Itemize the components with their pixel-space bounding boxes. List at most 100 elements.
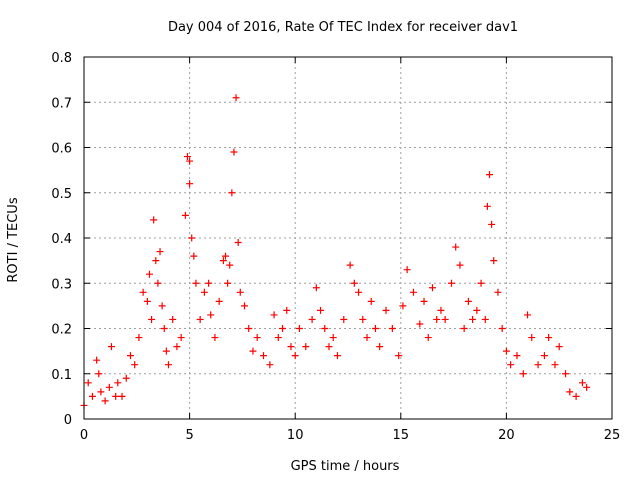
data-point xyxy=(131,361,139,369)
data-point xyxy=(399,302,407,310)
data-point xyxy=(325,343,333,351)
x-axis: 0 5 10 15 20 25 xyxy=(80,57,620,443)
data-point xyxy=(488,220,496,228)
data-point xyxy=(173,343,181,351)
y-axis-label: ROTI / TECUs xyxy=(6,197,21,282)
data-point xyxy=(367,297,375,305)
data-point xyxy=(152,257,160,265)
data-point xyxy=(346,261,354,269)
y-tick-label: 0.6 xyxy=(51,142,72,157)
data-point xyxy=(241,302,249,310)
data-point xyxy=(498,325,506,332)
data-point xyxy=(219,257,227,265)
data-point xyxy=(295,325,303,332)
data-point xyxy=(101,397,109,405)
data-point xyxy=(302,343,310,351)
data-point xyxy=(150,216,158,224)
data-point xyxy=(519,370,527,378)
data-point xyxy=(317,306,325,314)
data-point xyxy=(291,352,299,360)
data-point xyxy=(333,352,341,360)
data-point xyxy=(483,202,491,210)
x-tick-label: 15 xyxy=(393,428,410,443)
data-point xyxy=(562,370,570,378)
data-point xyxy=(545,334,553,342)
data-point xyxy=(502,347,510,355)
data-point xyxy=(473,306,481,314)
data-point xyxy=(118,392,126,400)
data-point xyxy=(388,325,396,332)
data-point xyxy=(403,266,411,274)
data-point xyxy=(494,288,502,296)
data-point xyxy=(583,383,591,391)
y-tick-label: 0.1 xyxy=(51,368,72,383)
data-point xyxy=(481,315,489,323)
y-axis: 0 0.1 0.2 0.3 0.4 0.5 0.6 0.7 0.8 xyxy=(51,51,612,428)
data-point xyxy=(122,374,130,382)
data-point xyxy=(105,383,113,391)
data-point xyxy=(188,234,196,242)
data-point xyxy=(376,343,384,351)
y-tick-label: 0 xyxy=(64,413,72,428)
data-point xyxy=(253,334,261,342)
data-point xyxy=(169,315,177,323)
data-point xyxy=(382,306,390,314)
data-point xyxy=(93,356,101,364)
data-point xyxy=(135,334,143,342)
data-point xyxy=(234,239,242,247)
data-point xyxy=(270,311,278,319)
data-point xyxy=(350,279,358,287)
data-point xyxy=(260,352,268,360)
chart-title: Day 004 of 2016, Rate Of TEC Index for r… xyxy=(168,20,518,35)
data-point xyxy=(572,392,580,400)
x-tick-label: 0 xyxy=(80,428,88,443)
grid xyxy=(84,57,612,419)
x-tick-label: 10 xyxy=(287,428,304,443)
y-tick-label: 0.2 xyxy=(51,323,72,338)
data-point xyxy=(95,370,103,378)
data-point xyxy=(540,352,548,360)
data-point xyxy=(279,325,287,332)
x-axis-label: GPS time / hours xyxy=(291,459,400,474)
y-tick-label: 0.4 xyxy=(51,232,72,247)
data-point xyxy=(321,325,329,332)
data-point xyxy=(107,343,115,351)
data-point xyxy=(200,288,208,296)
data-point xyxy=(160,325,168,332)
data-point xyxy=(486,171,494,179)
data-point xyxy=(416,320,424,328)
data-point xyxy=(186,157,194,165)
data-point xyxy=(308,315,316,323)
data-point xyxy=(162,347,170,355)
data-point xyxy=(513,352,521,360)
data-point xyxy=(177,334,185,342)
data-point xyxy=(534,361,542,369)
data-point xyxy=(222,252,230,260)
y-tick-label: 0.8 xyxy=(51,51,72,66)
data-point xyxy=(287,343,295,351)
data-point xyxy=(245,325,253,332)
data-point xyxy=(460,325,468,332)
data-point xyxy=(433,315,441,323)
x-tick-label: 5 xyxy=(185,428,193,443)
data-point xyxy=(145,270,153,278)
data-point xyxy=(186,180,194,188)
data-point xyxy=(112,392,120,400)
data-point xyxy=(283,306,291,314)
data-point xyxy=(420,297,428,305)
data-point xyxy=(452,243,460,251)
data-point xyxy=(409,288,417,296)
data-point xyxy=(183,153,191,161)
data-point xyxy=(551,361,559,369)
data-point xyxy=(469,315,477,323)
data-point xyxy=(215,297,223,305)
data-point xyxy=(441,315,449,323)
data-point xyxy=(266,361,274,369)
data-point xyxy=(156,248,164,256)
data-point xyxy=(158,302,166,310)
x-tick-label: 25 xyxy=(604,428,621,443)
data-point xyxy=(226,261,234,269)
data-point xyxy=(566,388,574,396)
data-point xyxy=(190,252,198,260)
